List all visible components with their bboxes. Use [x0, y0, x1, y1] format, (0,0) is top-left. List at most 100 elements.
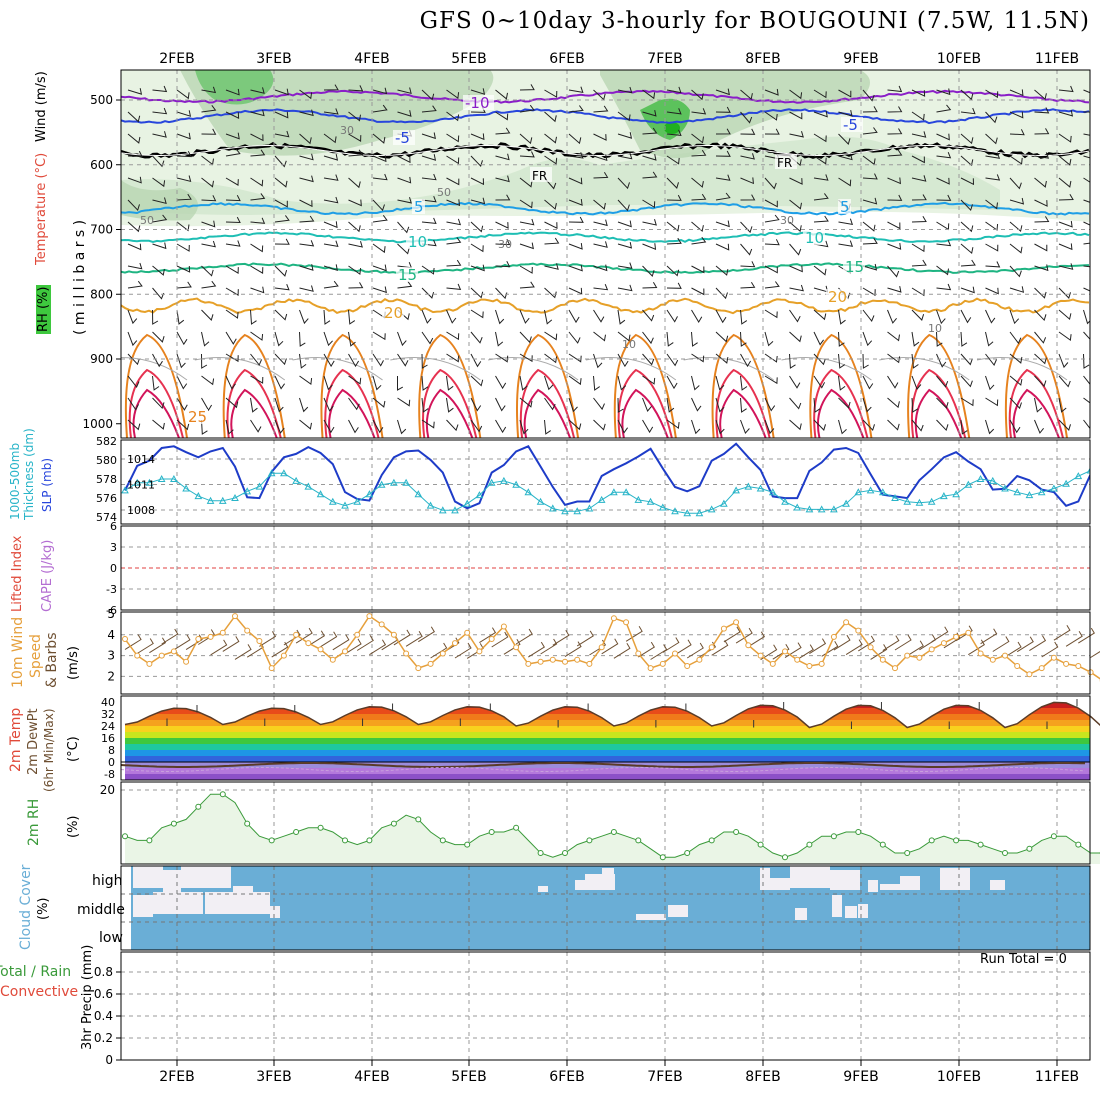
wind10-speed-point [720, 625, 727, 632]
rh2m-point [904, 850, 911, 856]
wind-barb [985, 89, 999, 99]
wind-barb [568, 419, 582, 431]
wind-barb [446, 419, 459, 432]
wind-barb [1009, 177, 1022, 190]
wind-barb [250, 419, 262, 433]
wind-barb [225, 132, 240, 140]
wind10-speed-point [1075, 663, 1082, 669]
date-label-top: 3FEB [256, 51, 291, 67]
rh2m-point [659, 854, 666, 861]
thickness-point [512, 480, 520, 488]
rh2m-point [415, 816, 422, 823]
precip-tick-label: 0.8 [94, 965, 113, 979]
wind-barb [323, 419, 335, 434]
wind-barb [617, 331, 631, 342]
wind10-speed-point [1050, 654, 1057, 661]
wind-barb [201, 419, 208, 435]
rh2m-fill [125, 794, 1100, 864]
pressure-tick-label: 800 [90, 287, 113, 301]
rh-contour-label: 10 [928, 322, 942, 335]
wind-barb [1058, 243, 1073, 251]
isotherm-label: 10 [805, 229, 824, 247]
wind-barb [1058, 133, 1072, 143]
wind10-barb [772, 643, 790, 660]
wind-barb [274, 309, 288, 321]
wind-barb [960, 89, 974, 101]
thickness-point [328, 497, 337, 505]
lifted-tick-label: 0 [110, 562, 117, 575]
wind10-barb [210, 639, 228, 656]
wind10-barb [1053, 624, 1071, 641]
wind-barb [274, 199, 288, 208]
thickness-point [1074, 472, 1083, 480]
wind-barb [372, 397, 386, 408]
wind10-speed-point [782, 648, 788, 655]
thickness-point [1050, 484, 1058, 492]
wind-barb [225, 331, 237, 345]
wind-barb [348, 199, 362, 207]
wind10-speed-point [916, 654, 923, 661]
wind-barb [911, 331, 920, 347]
wind10-barb [809, 638, 827, 655]
wind-barb [617, 419, 629, 434]
wind-barb [715, 309, 727, 324]
speed-axis-label: Speed [28, 634, 44, 678]
wind-barb [813, 110, 828, 118]
isotherm-plume [320, 333, 384, 438]
wind10-speed-point [305, 640, 312, 647]
wind-barb [764, 309, 778, 319]
wind-barb [519, 242, 534, 250]
wind10-barb [1065, 631, 1083, 647]
wind-barb [274, 130, 290, 138]
wind-barb [201, 280, 217, 289]
wind10-barb [1078, 627, 1095, 644]
wind-barb [372, 87, 388, 95]
wind-barb [348, 177, 361, 189]
thickness-point [231, 493, 239, 501]
wind-barb [372, 375, 382, 391]
thickness-point [940, 492, 948, 500]
isotherm-label: FR [777, 156, 792, 170]
wind-barb [397, 243, 410, 255]
rh-contour [879, 357, 970, 381]
wind-barb [127, 280, 143, 289]
wind-barb [838, 397, 851, 409]
wind-barb [691, 353, 705, 363]
wind-barb [397, 110, 412, 117]
wind-barb [421, 309, 432, 324]
wind10-speed-point [769, 660, 776, 667]
thickness-point [646, 497, 655, 505]
wind10-speed-point [928, 646, 935, 653]
isotherm-label: FR [532, 169, 547, 183]
thickness-point [976, 474, 985, 482]
wind-barb [740, 194, 756, 201]
cloud-panel-frame [120, 865, 1091, 951]
wind10-barb [515, 628, 533, 645]
wind-barb [470, 375, 484, 387]
wind-barb [421, 173, 437, 181]
wind-barb [152, 397, 165, 410]
temp-tick-label: -8 [104, 768, 115, 781]
wind-barb [568, 243, 583, 250]
wind-barb [740, 375, 748, 391]
rh2m-axis-label: 2m RH [26, 798, 42, 846]
wind10-barb [882, 635, 900, 652]
wind10-speed-point [1002, 652, 1008, 659]
wind-barb [568, 133, 582, 145]
wind-barb [225, 265, 239, 274]
wind10-tick-label: 4 [107, 628, 115, 642]
date-label-bottom: 9FEB [843, 1069, 878, 1085]
wind10-speed-point [403, 650, 410, 657]
wind10-speed-point [195, 636, 202, 642]
cloud-block [133, 866, 163, 888]
wind-barb [593, 172, 609, 179]
thickness-point [781, 497, 789, 505]
wind-barb [274, 375, 286, 390]
wind10-barb [393, 629, 411, 646]
date-label-top: 5FEB [451, 51, 486, 67]
thickness-point [451, 506, 459, 514]
wind-barb [666, 265, 680, 277]
wind-barb [446, 111, 460, 122]
wind-barb [421, 154, 437, 161]
isotherm-minus5 [121, 108, 1090, 125]
